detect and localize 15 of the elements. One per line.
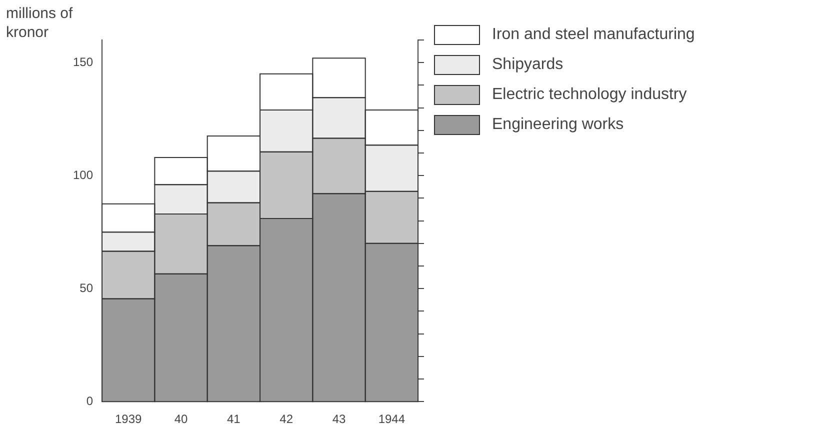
legend-label: Shipyards	[492, 56, 564, 74]
x-tick-label: 42	[280, 412, 294, 426]
y-tick-label: 0	[86, 394, 94, 408]
y-tick-label: 100	[72, 168, 94, 182]
x-tick-label: 40	[174, 412, 188, 426]
x-tick-label: 1939	[115, 412, 142, 426]
legend-label: Iron and steel manufacturing	[492, 26, 695, 44]
x-tick-label: 1944	[378, 412, 406, 426]
y-tick-label: 150	[72, 54, 94, 69]
y-tick-label: 50	[80, 280, 94, 295]
x-tick-label: 41	[227, 412, 241, 426]
x-tick-label: 43	[332, 412, 346, 426]
y-axis-title: millions of kronor	[6, 4, 74, 42]
legend-label: Electric technology industry	[492, 86, 687, 104]
text: Engineering works	[492, 116, 624, 134]
